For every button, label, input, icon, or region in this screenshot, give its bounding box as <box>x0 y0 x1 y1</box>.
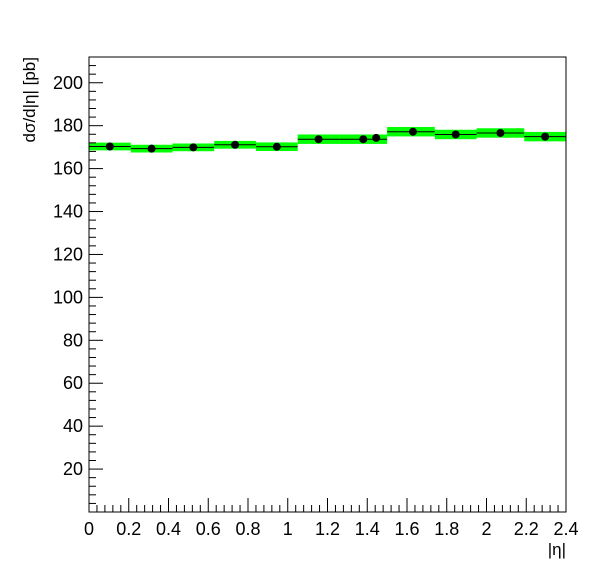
data-point-1 <box>147 144 156 153</box>
data-point-10 <box>496 128 505 137</box>
y-tick-label: 100 <box>53 287 83 307</box>
x-axis-label: |η| <box>548 540 566 559</box>
y-tick-label: 120 <box>53 244 83 264</box>
data-point-0 <box>105 142 114 151</box>
x-tick-label: 1.4 <box>355 519 380 539</box>
x-tick-label: 1.2 <box>315 519 340 539</box>
data-points <box>105 127 550 153</box>
data-point-5 <box>314 135 323 144</box>
y-tick-label: 60 <box>63 373 83 393</box>
x-tick-label: 0.6 <box>196 519 221 539</box>
x-tick-label: 1 <box>283 519 293 539</box>
x-tick-label: 1.6 <box>394 519 419 539</box>
x-tick-label: 1.8 <box>434 519 459 539</box>
x-tick-label: 0.4 <box>156 519 181 539</box>
y-tick-label: 80 <box>63 330 83 350</box>
data-point-4 <box>272 142 281 151</box>
x-axis-ticks: 0 0.2 0.4 0.6 0.8 1 1.2 1.4 1.6 1.8 2 2.2 2.4 <box>84 498 579 539</box>
y-tick-label: 160 <box>53 159 83 179</box>
x-tick-label: 0.2 <box>116 519 141 539</box>
y-tick-label: 140 <box>53 202 83 222</box>
x-tick-label: 2.4 <box>553 519 578 539</box>
y-tick-label: 180 <box>53 116 83 136</box>
data-point-6 <box>359 135 368 144</box>
x-tick-label: 0.8 <box>235 519 260 539</box>
y-tick-label: 200 <box>53 73 83 93</box>
data-point-7 <box>372 133 381 142</box>
x-tick-label: 2 <box>481 519 491 539</box>
y-tick-label: 40 <box>63 416 83 436</box>
data-point-8 <box>408 127 417 136</box>
data-point-9 <box>451 130 460 139</box>
plot-frame <box>88 56 567 513</box>
y-tick-label: 20 <box>63 459 83 479</box>
x-tick-label: 0 <box>84 519 94 539</box>
y-axis-ticks: 20 40 60 80 100 120 140 160 180 200 <box>53 56 103 504</box>
x-tick-label: 2.2 <box>514 519 539 539</box>
axes-box <box>88 56 567 513</box>
y-axis-label: dσ/d|η| [pb] <box>20 57 39 143</box>
data-point-2 <box>189 143 198 152</box>
data-point-3 <box>231 140 240 149</box>
data-point-11 <box>541 132 550 141</box>
